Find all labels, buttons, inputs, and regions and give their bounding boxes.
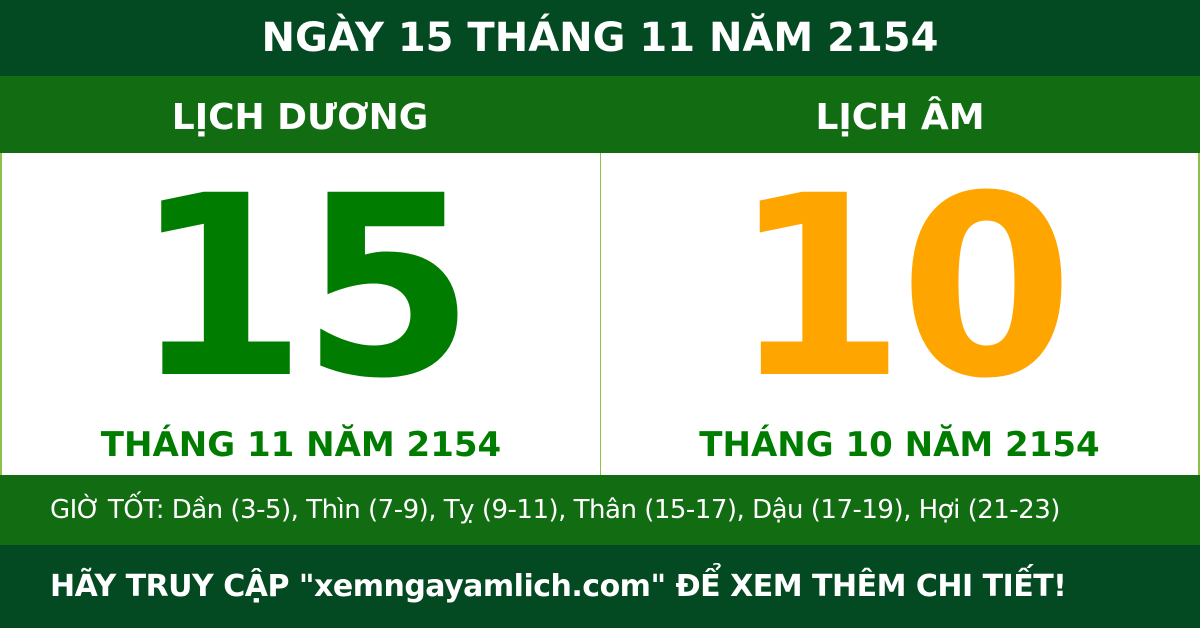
lunar-month-year: THÁNG 10 NĂM 2154 bbox=[699, 425, 1100, 465]
solar-panel: 15 THÁNG 11 NĂM 2154 bbox=[0, 153, 600, 475]
good-hours: GIỜ TỐT: Dần (3-5), Thìn (7-9), Tỵ (9-11… bbox=[0, 475, 1200, 545]
calendar-headers: LỊCH DƯƠNG LỊCH ÂM bbox=[0, 76, 1200, 153]
solar-day: 15 bbox=[133, 142, 475, 433]
lunar-panel: 10 THÁNG 10 NĂM 2154 bbox=[600, 153, 1200, 475]
solar-calendar-label: LỊCH DƯƠNG bbox=[171, 97, 429, 138]
page-title: NGÀY 15 THÁNG 11 NĂM 2154 bbox=[0, 0, 1200, 76]
solar-month-year: THÁNG 11 NĂM 2154 bbox=[100, 425, 502, 465]
lunar-day: 10 bbox=[731, 142, 1074, 433]
footer-cta: HÃY TRUY CẬP "xemngayamlich.com" ĐỂ XEM … bbox=[0, 545, 1200, 628]
lunar-calendar-label: LỊCH ÂM bbox=[815, 97, 985, 138]
